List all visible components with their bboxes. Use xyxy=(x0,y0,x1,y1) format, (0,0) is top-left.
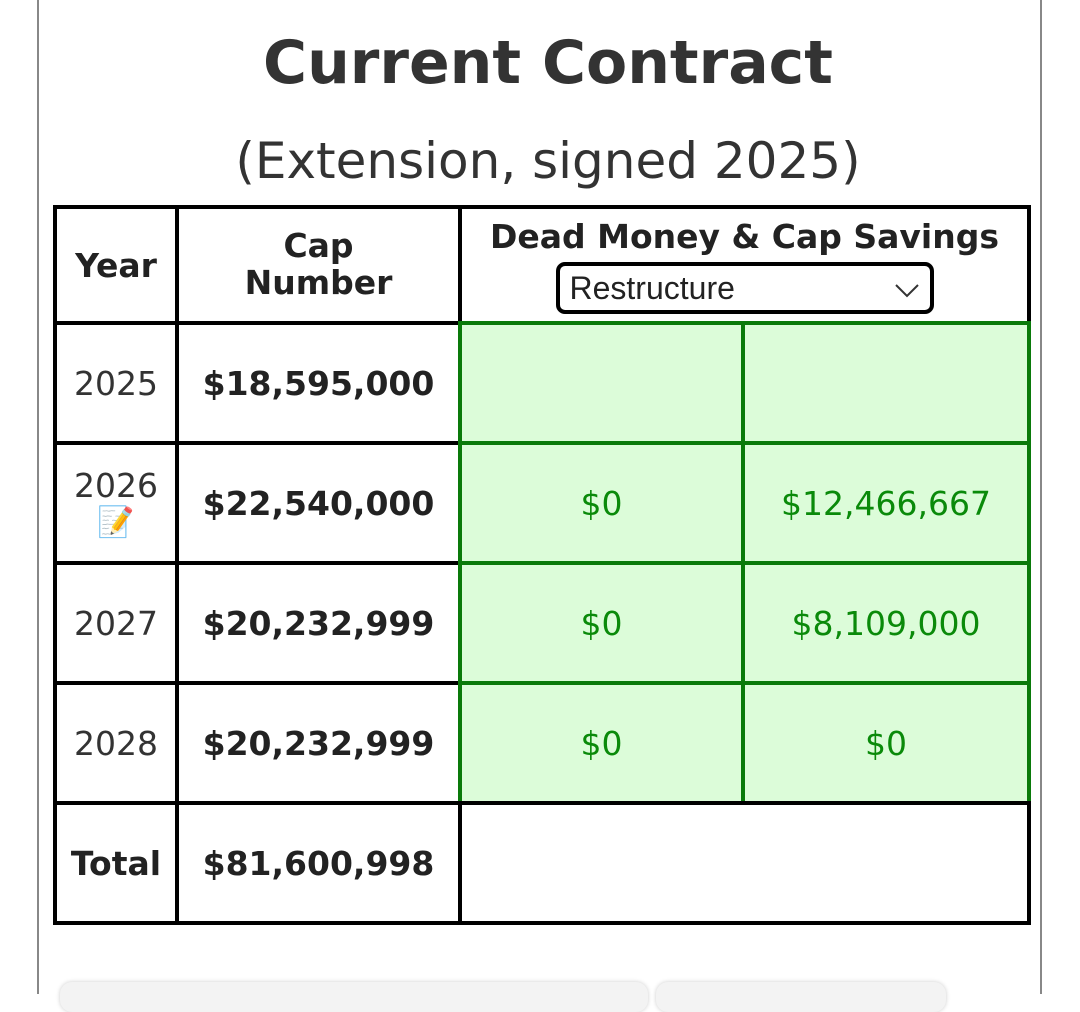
year-cell: 2025 xyxy=(53,321,179,445)
card xyxy=(656,982,946,1012)
dropdown-value: Restructure xyxy=(569,269,735,306)
frame-right xyxy=(1040,0,1042,994)
total-label-cell: Total xyxy=(53,801,179,925)
year-cell: 2027 xyxy=(53,561,179,685)
card xyxy=(60,982,648,1012)
year-cell: 2028 xyxy=(53,681,179,805)
cap-cell: $20,232,999 xyxy=(175,561,462,685)
dead-money-cell xyxy=(458,321,745,445)
frame-left xyxy=(37,0,39,994)
cap-savings-cell: $8,109,000 xyxy=(741,561,1031,685)
year: 2025 xyxy=(74,363,158,403)
cap-cell: $22,540,000 xyxy=(175,441,462,565)
cap-number: $20,232,999 xyxy=(202,603,435,643)
header-cell: Year xyxy=(53,205,179,325)
year: 2026 xyxy=(74,466,158,505)
total-label: Total xyxy=(70,843,162,883)
cap-number: $18,595,000 xyxy=(202,363,435,403)
total-empty-cell xyxy=(458,801,1031,925)
dead-money-cell: $0 xyxy=(458,561,745,685)
dead-money: $0 xyxy=(580,603,623,643)
cap-number: $22,540,000 xyxy=(202,483,435,523)
dropdown[interactable]: Restructure xyxy=(555,262,934,314)
year: 2028 xyxy=(74,723,158,763)
cap-savings: $8,109,000 xyxy=(791,603,981,643)
cap-savings: $0 xyxy=(865,723,907,763)
header-cell: Dead Money & Cap Savings Restructure xyxy=(458,205,1031,325)
title: Current Contract xyxy=(263,28,833,98)
dropdown-arrow xyxy=(894,270,920,307)
cap-savings: $12,466,667 xyxy=(781,483,991,523)
cap-savings-cell xyxy=(741,321,1031,445)
header-cell: Cap Number xyxy=(175,205,462,325)
dead-money: $0 xyxy=(580,483,623,523)
total-cap-cell: $81,600,998 xyxy=(175,801,462,925)
dead-money-cell: $0 xyxy=(458,441,745,565)
subtitle: (Extension, signed 2025) xyxy=(235,132,861,190)
total-cap: $81,600,998 xyxy=(202,843,435,883)
cap-savings-cell: $12,466,667 xyxy=(741,441,1031,565)
dead-money-cell: $0 xyxy=(458,681,745,805)
dead-money: $0 xyxy=(580,723,623,763)
header-text: Dead Money & Cap Savings xyxy=(489,217,1000,256)
edit-icon: 📝 xyxy=(97,505,135,540)
cap-savings-cell: $0 xyxy=(741,681,1031,805)
cap-cell: $20,232,999 xyxy=(175,681,462,805)
year-cell: 2026 📝 xyxy=(53,441,179,565)
header-text: Cap Number xyxy=(244,226,393,302)
year: 2027 xyxy=(74,603,158,643)
header-text: Year xyxy=(75,245,157,285)
cap-cell: $18,595,000 xyxy=(175,321,462,445)
cap-number: $20,232,999 xyxy=(202,723,435,763)
